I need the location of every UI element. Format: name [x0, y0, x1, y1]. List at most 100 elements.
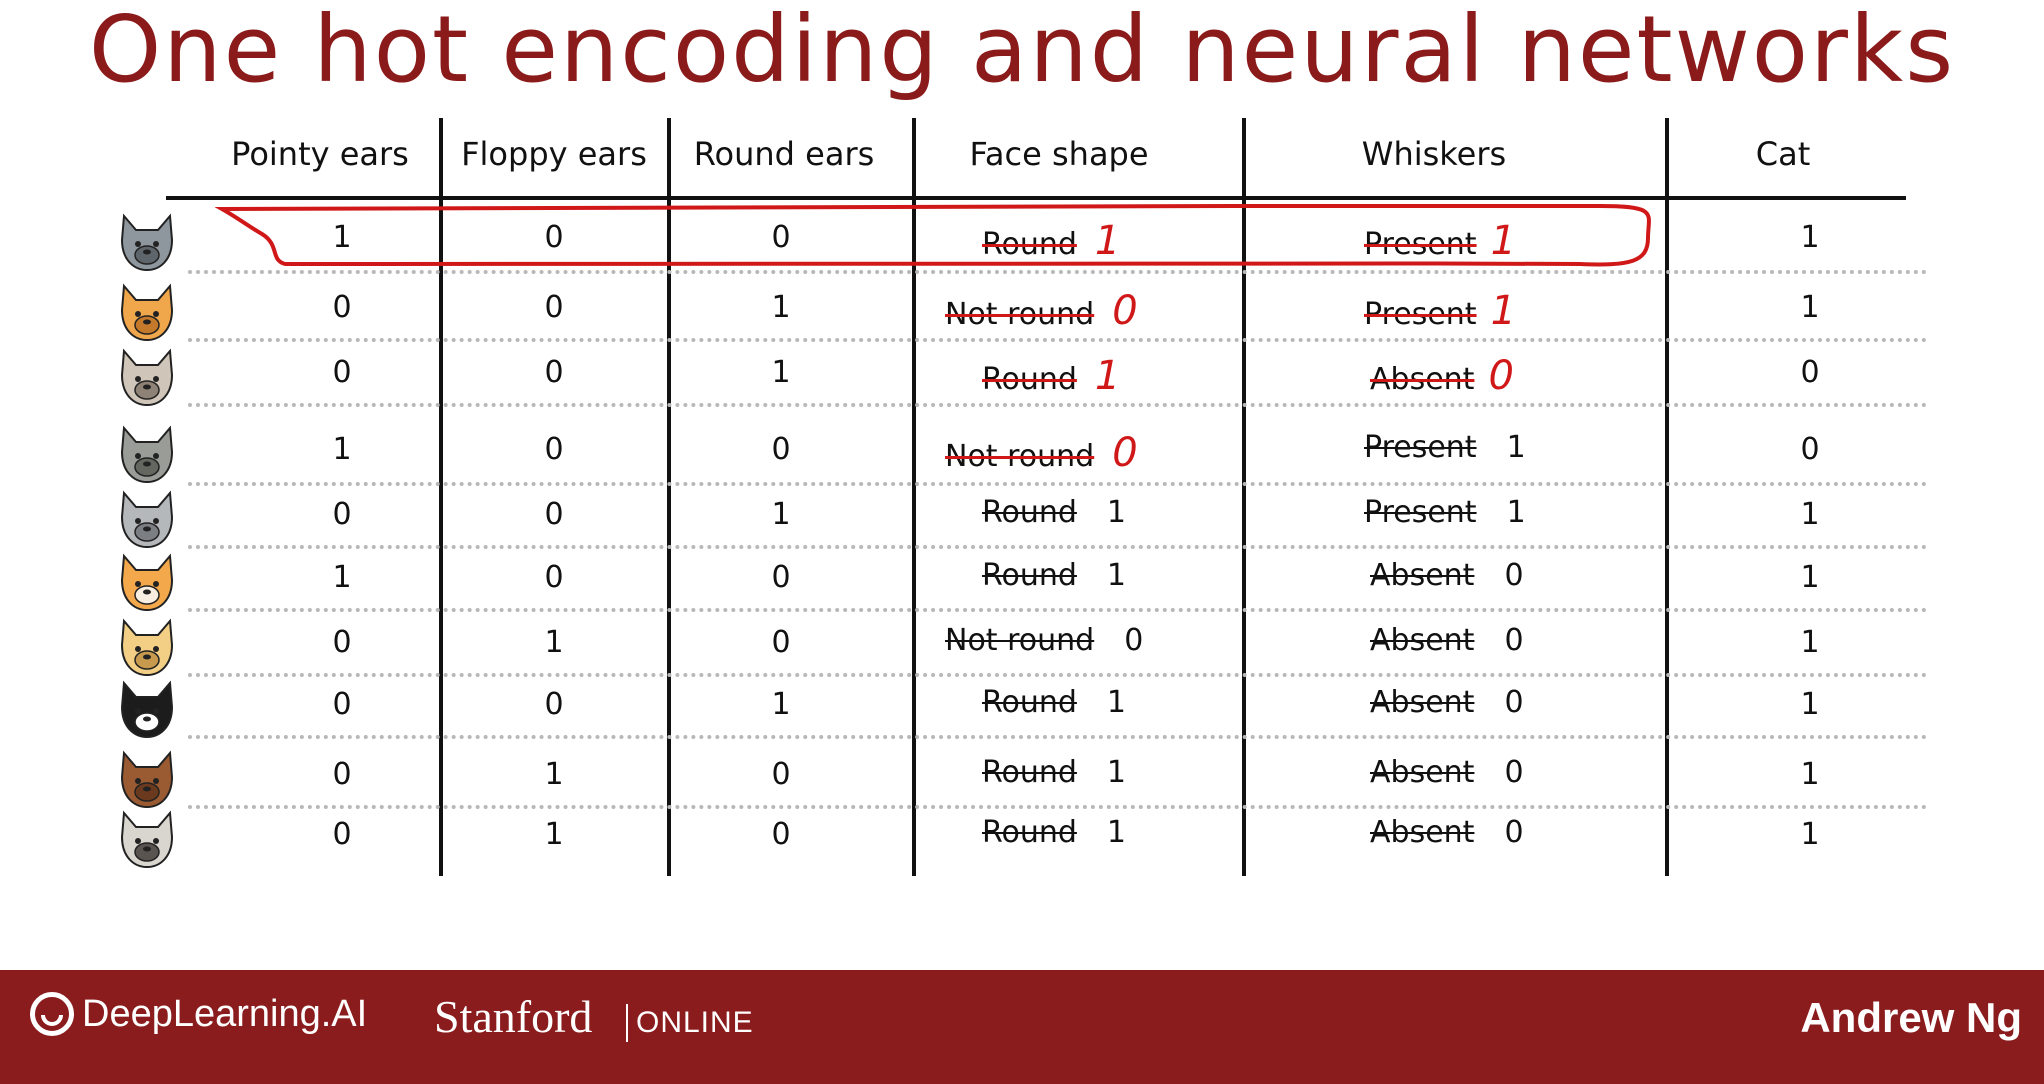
cell-cat: 1 — [1800, 817, 1820, 852]
cell-face-shape: Round 1 — [982, 353, 1120, 399]
face-shape-encoded-value: 0 — [1112, 430, 1138, 476]
whiskers-encoded-value: 0 — [1504, 623, 1524, 658]
cat-orange-white-icon — [112, 550, 182, 612]
cat-gray-icon — [112, 210, 182, 272]
cell-round-ears: 0 — [771, 817, 791, 852]
cell-whiskers: Absent 0 — [1370, 755, 1524, 790]
cell-whiskers: Present 1 — [1364, 218, 1516, 264]
cell-pointy-ears: 0 — [332, 290, 352, 325]
whiskers-encoded-value: 1 — [1506, 495, 1526, 530]
deeplearning-logo[interactable]: DeepLearning.AI — [30, 992, 367, 1036]
face-shape-label: Round — [982, 685, 1077, 720]
row-highlight-loop — [214, 203, 1651, 267]
cell-pointy-ears: 0 — [332, 687, 352, 722]
cell-face-shape: Round 1 — [982, 685, 1126, 720]
header-face-shape: Face shape — [969, 135, 1149, 173]
slide-title: One hot encoding and neural networks — [88, 0, 1956, 103]
cell-round-ears: 0 — [771, 432, 791, 467]
cell-cat: 1 — [1800, 497, 1820, 532]
face-shape-encoded-value: 1 — [1106, 815, 1127, 850]
stanford-logo[interactable]: Stanford — [434, 991, 593, 1042]
whiskers-label: Present — [1364, 495, 1477, 530]
column-divider — [439, 118, 443, 876]
cell-floppy-ears: 0 — [544, 432, 564, 467]
whiskers-label: Absent — [1370, 685, 1475, 720]
cell-floppy-ears: 1 — [544, 625, 564, 660]
cell-floppy-ears: 1 — [544, 817, 564, 852]
face-shape-encoded-value: 1 — [1106, 685, 1127, 720]
whiskers-encoded-value: 1 — [1490, 288, 1517, 334]
dog-brown-icon — [112, 747, 182, 809]
row-divider — [188, 270, 1928, 274]
whiskers-encoded-value: 0 — [1504, 558, 1524, 593]
whiskers-encoded-value: 0 — [1488, 353, 1514, 399]
dog-beige-icon — [112, 345, 182, 407]
cat-tuxedo-icon — [112, 677, 182, 739]
column-divider — [1665, 118, 1669, 876]
cell-pointy-ears: 1 — [332, 220, 352, 255]
dog-pug-icon — [112, 807, 182, 869]
whiskers-label: Absent — [1370, 362, 1475, 397]
cell-round-ears: 0 — [771, 757, 791, 792]
face-shape-label: Not round — [945, 297, 1095, 332]
cell-pointy-ears: 0 — [332, 625, 352, 660]
cell-round-ears: 1 — [771, 497, 791, 532]
face-shape-label: Round — [982, 558, 1077, 593]
whiskers-label: Present — [1364, 430, 1477, 465]
stanford-online-label: ONLINE — [636, 1006, 754, 1039]
whiskers-label: Present — [1364, 297, 1477, 332]
face-shape-encoded-value: 1 — [1106, 755, 1127, 790]
cell-floppy-ears: 0 — [544, 497, 564, 532]
whiskers-encoded-value: 1 — [1490, 218, 1517, 264]
face-shape-label: Round — [982, 362, 1077, 397]
cell-whiskers: Present 1 — [1364, 495, 1526, 530]
row-divider — [188, 338, 1928, 342]
cell-face-shape: Not round 0 — [945, 430, 1138, 476]
header-rule — [166, 196, 1906, 200]
cell-cat: 1 — [1800, 220, 1820, 255]
cell-cat: 1 — [1800, 757, 1820, 792]
whiskers-encoded-value: 0 — [1504, 815, 1524, 850]
face-shape-label: Round — [982, 227, 1077, 262]
deeplearning-logo-icon — [30, 992, 74, 1036]
whiskers-label: Absent — [1370, 623, 1475, 658]
cell-whiskers: Absent 0 — [1370, 623, 1524, 658]
cell-floppy-ears: 1 — [544, 757, 564, 792]
cell-face-shape: Round 1 — [982, 815, 1126, 850]
column-divider — [1242, 118, 1246, 876]
cell-pointy-ears: 0 — [332, 757, 352, 792]
cell-pointy-ears: 0 — [332, 817, 352, 852]
cell-whiskers: Absent 0 — [1370, 353, 1514, 399]
cell-whiskers: Absent 0 — [1370, 558, 1524, 593]
row-divider — [188, 735, 1928, 739]
cell-face-shape: Not round 0 — [945, 288, 1138, 334]
face-shape-encoded-value: 1 — [1094, 218, 1121, 264]
cell-cat: 1 — [1800, 560, 1820, 595]
cell-floppy-ears: 0 — [544, 290, 564, 325]
row-divider — [188, 403, 1928, 407]
whiskers-label: Absent — [1370, 755, 1475, 790]
row-divider — [188, 608, 1928, 612]
cell-cat: 1 — [1800, 625, 1820, 660]
header-whiskers: Whiskers — [1361, 135, 1507, 173]
face-shape-encoded-value: 1 — [1106, 558, 1127, 593]
cell-whiskers: Present 1 — [1364, 288, 1516, 334]
face-shape-label: Not round — [945, 439, 1095, 474]
face-shape-label: Round — [982, 495, 1077, 530]
face-shape-encoded-value: 1 — [1106, 495, 1127, 530]
row-divider — [188, 805, 1928, 809]
header-floppy-ears: Floppy ears — [461, 135, 647, 173]
face-shape-encoded-value: 0 — [1112, 288, 1138, 334]
cell-round-ears: 1 — [771, 687, 791, 722]
header-pointy-ears: Pointy ears — [231, 135, 409, 173]
feature-table: Pointy ears Floppy ears Round ears Face … — [112, 118, 1928, 876]
cell-face-shape: Round 1 — [982, 218, 1120, 264]
cell-pointy-ears: 1 — [332, 432, 352, 467]
cat-orange-icon — [112, 280, 182, 342]
cell-face-shape: Round 1 — [982, 495, 1126, 530]
row-divider — [188, 673, 1928, 677]
cell-cat: 0 — [1800, 355, 1820, 390]
cell-pointy-ears: 0 — [332, 497, 352, 532]
row-divider — [188, 545, 1928, 549]
cell-whiskers: Absent 0 — [1370, 685, 1524, 720]
